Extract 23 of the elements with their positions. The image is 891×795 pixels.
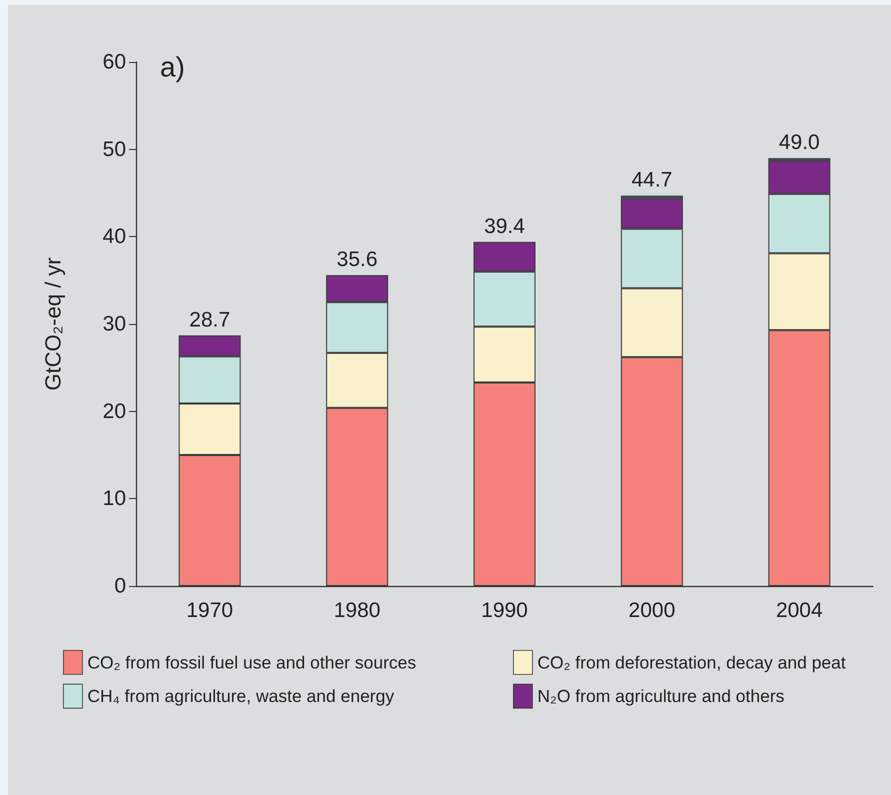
x-tick-label: 1970 [186, 599, 234, 622]
x-tick-label: 1990 [481, 599, 528, 622]
total-label: 49.0 [778, 131, 820, 154]
y-tick-label: 40 [102, 225, 126, 248]
y-axis-title: GtCO₂-eq / yr [40, 257, 66, 391]
legend-label: CO₂ from fossil fuel use and other sources [87, 652, 416, 672]
total-label: 44.7 [631, 168, 672, 192]
y-tick-label: 0 [114, 574, 126, 598]
total-label: 39.4 [484, 214, 526, 238]
legend-label: N₂O from agriculture and others [537, 686, 785, 706]
y-tick-label: 20 [102, 400, 126, 423]
y-tick-label: 50 [102, 138, 126, 161]
total-label: 35.6 [336, 248, 378, 272]
annotation: a) [160, 52, 185, 82]
legend-label: CH₄ from agriculture, waste and energy [87, 686, 394, 706]
y-tick-label: 30 [102, 312, 126, 336]
legend-label: CO₂ from deforestation, decay and peat [537, 652, 846, 672]
x-tick-label: 1980 [334, 599, 380, 622]
total-label: 28.7 [189, 308, 230, 332]
x-tick-label: 2000 [628, 599, 676, 622]
x-tick-label: 2004 [776, 599, 823, 622]
y-tick-label: 60 [102, 50, 126, 74]
y-tick-label: 10 [102, 487, 126, 510]
